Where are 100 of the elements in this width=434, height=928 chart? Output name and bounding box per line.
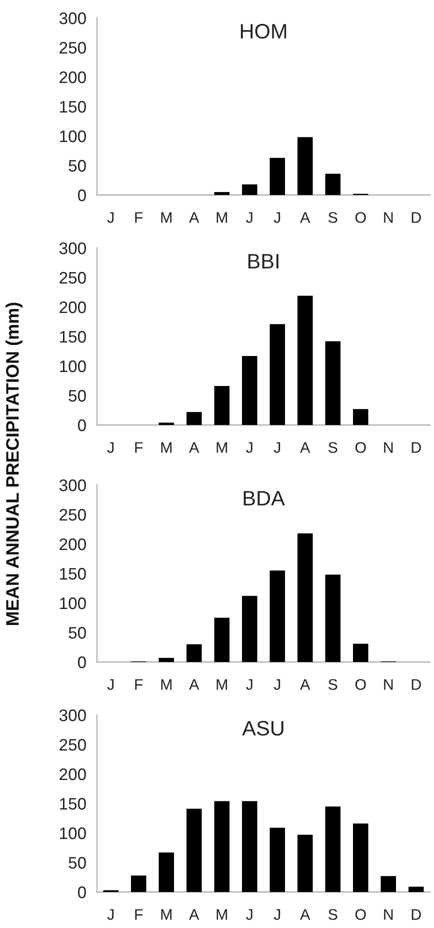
x-tick-label: A <box>189 212 200 223</box>
y-tick-label: 150 <box>60 798 86 810</box>
x-tick-label: A <box>300 442 310 453</box>
y-tick-label: 300 <box>59 12 86 24</box>
bar <box>242 184 258 195</box>
x-tick-label: M <box>161 442 172 453</box>
bar <box>158 658 174 662</box>
x-tick-label: F <box>135 442 143 453</box>
bar <box>242 596 258 662</box>
bar <box>297 296 313 425</box>
bar <box>352 644 368 662</box>
bar <box>270 828 286 892</box>
x-tick-label: M <box>216 442 227 453</box>
x-tick-label: M <box>161 679 172 690</box>
y-tick-label: 50 <box>68 160 86 172</box>
y-tick-label: 0 <box>78 656 86 668</box>
chart-title: ASU <box>242 720 284 736</box>
bar <box>242 356 258 425</box>
bar <box>186 808 202 892</box>
y-tick-label: 250 <box>60 738 86 751</box>
x-tick-label: O <box>355 909 366 920</box>
y-tick-label: 150 <box>60 330 86 343</box>
x-tick-label: S <box>328 442 338 453</box>
x-tick-label: N <box>384 212 393 223</box>
x-tick-label: A <box>300 909 310 920</box>
y-tick-label: 0 <box>78 886 86 898</box>
x-tick-label: J <box>246 679 252 690</box>
bar <box>186 644 202 662</box>
bar <box>270 570 286 662</box>
bar <box>214 618 230 662</box>
bar <box>352 409 368 425</box>
x-tick-label: M <box>216 909 227 920</box>
bar <box>270 324 286 425</box>
y-tick-label: 300 <box>59 479 86 492</box>
bar <box>408 886 424 892</box>
x-tick-label: O <box>355 679 366 690</box>
chart-title: BDA <box>244 491 285 506</box>
bar <box>325 574 341 662</box>
chart-title: BBI <box>248 254 278 268</box>
x-tick-label: J <box>274 212 280 223</box>
x-tick-label: J <box>246 909 252 920</box>
y-tick-label: 50 <box>68 626 86 639</box>
y-axis-title: MEAN ANNUAL PRECIPITATION (mm) <box>6 302 22 625</box>
y-tick-label: 200 <box>60 301 86 314</box>
bar <box>214 386 230 425</box>
x-tick-label: N <box>384 679 393 690</box>
bar <box>380 876 396 892</box>
y-tick-label: 250 <box>60 508 86 521</box>
x-tick-label: A <box>189 909 200 920</box>
y-tick-label: 200 <box>60 768 86 780</box>
y-tick-label: 100 <box>60 130 86 142</box>
x-tick-label: A <box>189 679 200 690</box>
bar <box>130 875 146 892</box>
x-tick-label: M <box>161 909 172 920</box>
y-tick-label: 250 <box>60 42 86 54</box>
x-tick-label: J <box>274 909 280 920</box>
bar <box>352 824 368 892</box>
x-tick-label: A <box>300 679 310 690</box>
x-tick-label: A <box>300 212 310 223</box>
x-tick-label: O <box>355 442 366 453</box>
bar <box>297 834 313 892</box>
y-tick-label: 300 <box>59 242 86 254</box>
chart-title: HOM <box>240 24 286 39</box>
y-tick-label: 200 <box>60 71 86 84</box>
y-tick-label: 250 <box>60 272 86 284</box>
x-tick-label: D <box>412 442 421 453</box>
x-tick-label: F <box>135 212 143 223</box>
x-tick-label: J <box>246 442 252 453</box>
bar <box>325 341 341 425</box>
x-tick-label: N <box>384 909 393 920</box>
y-tick-label: 100 <box>60 597 86 610</box>
x-tick-label: F <box>135 909 143 920</box>
x-tick-label: J <box>274 679 280 690</box>
x-tick-label: S <box>328 909 338 920</box>
y-tick-label: 300 <box>59 709 86 722</box>
x-tick-label: M <box>161 212 172 223</box>
x-tick-label: J <box>107 442 114 453</box>
x-tick-label: S <box>328 212 338 223</box>
y-tick-label: 0 <box>78 189 86 202</box>
y-tick-label: 100 <box>60 827 86 840</box>
bar <box>242 801 258 892</box>
y-tick-label: 50 <box>68 390 86 402</box>
x-tick-label: S <box>328 679 338 690</box>
bar <box>158 852 174 892</box>
bar <box>214 801 230 892</box>
y-tick-label: 150 <box>60 100 86 113</box>
y-tick-label: 200 <box>60 538 86 550</box>
x-tick-label: N <box>384 442 393 453</box>
x-tick-label: O <box>355 212 366 223</box>
x-tick-label: J <box>246 212 252 223</box>
x-tick-label: D <box>412 212 421 223</box>
y-tick-label: 0 <box>78 419 86 432</box>
bar <box>325 806 341 892</box>
x-tick-label: F <box>135 679 143 690</box>
x-tick-label: J <box>107 212 114 223</box>
x-tick-label: J <box>274 442 280 453</box>
bar <box>270 158 286 195</box>
bar <box>325 174 341 195</box>
x-tick-label: M <box>216 212 227 223</box>
bar <box>214 192 230 195</box>
